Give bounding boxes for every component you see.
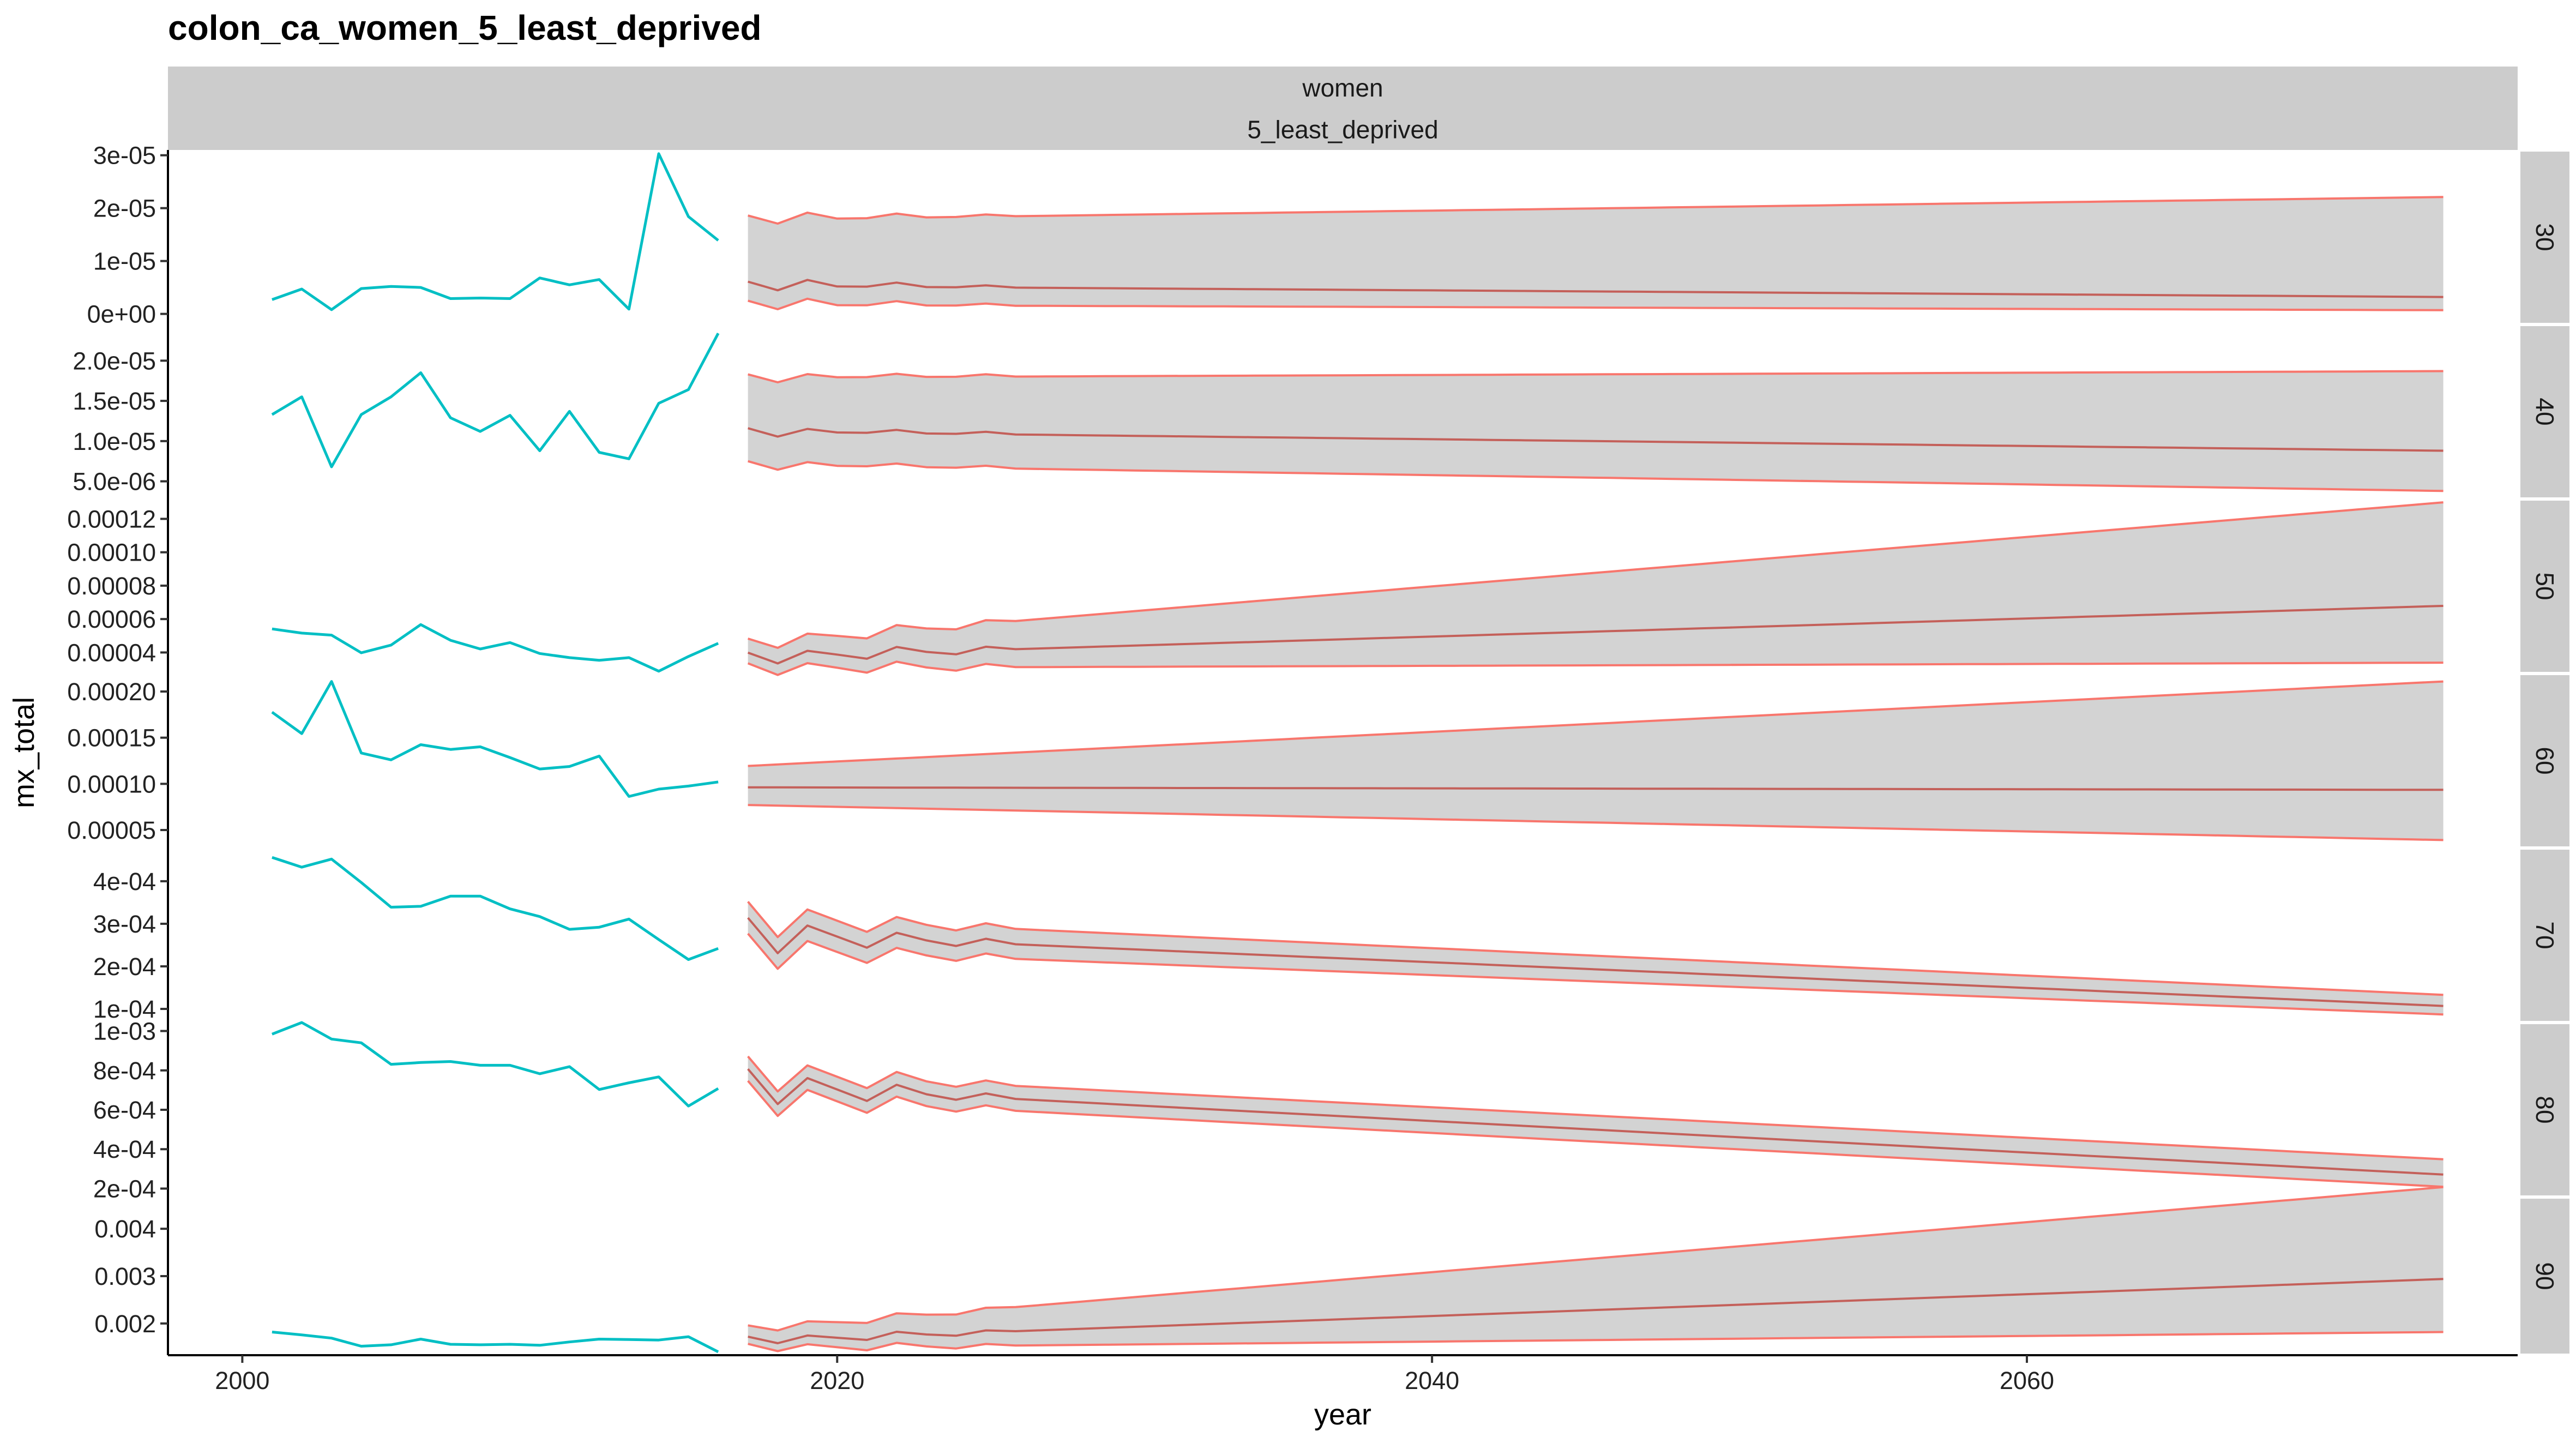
observed-line (272, 152, 719, 311)
forecast-band (748, 502, 2443, 675)
facet-strip-right (2520, 152, 2569, 323)
facet-strip-right (2520, 326, 2569, 497)
facet-strip-label: 60 (2531, 747, 2559, 774)
x-tick-label: 2040 (1405, 1367, 1459, 1394)
forecast-mean-line (747, 605, 2443, 665)
forecast-upper-line (748, 680, 2443, 767)
observed-line (272, 856, 719, 961)
facet-strip-right (2520, 850, 2569, 1021)
facet-strip-top-0 (168, 67, 2518, 109)
forecast-band (748, 901, 2443, 1015)
y-tick-label: 1.0e-05 (73, 428, 156, 455)
y-tick-label: 0.00012 (67, 505, 156, 533)
forecast-upper-line (748, 501, 2443, 649)
facet-strip-label: 50 (2531, 572, 2559, 600)
y-tick-label: 0.00010 (67, 539, 156, 567)
observed-line (272, 1331, 719, 1354)
y-tick-label: 1.5e-05 (73, 387, 156, 415)
facet-strip-top-1 (168, 109, 2518, 150)
forecast-upper-line (747, 901, 2443, 996)
forecast-mean-line (747, 917, 2443, 1007)
observed-line (271, 1021, 719, 1108)
forecast-upper-line (747, 1055, 2443, 1161)
forecast-lower-line (747, 933, 2443, 1016)
facet-strip-label: 30 (2531, 223, 2559, 251)
forecast-mean-line (748, 279, 2443, 298)
y-axis-title: mx_total (8, 697, 40, 808)
observed-line (271, 333, 720, 468)
x-tick-label: 2000 (215, 1367, 269, 1394)
y-tick-label: 0.00006 (67, 605, 156, 633)
y-tick-label: 1e-05 (93, 248, 156, 275)
forecast-mean-line (747, 1068, 2443, 1176)
chart-title: colon_ca_women_5_least_deprived (168, 8, 762, 47)
y-tick-label: 0.004 (94, 1215, 156, 1243)
y-tick-label: 5.0e-06 (73, 468, 156, 496)
y-tick-label: 0.00015 (67, 724, 156, 752)
y-tick-label: 6e-04 (93, 1096, 156, 1124)
forecast-mean-line (748, 1278, 2443, 1344)
forecast-band (748, 371, 2443, 491)
forecast-band (748, 1056, 2443, 1187)
forecast-lower-line (748, 804, 2443, 841)
forecast-lower-line (747, 1080, 2443, 1188)
y-tick-label: 0.00004 (67, 639, 156, 666)
panel-90: 0.002 0.003 0.004 90 (94, 1186, 2569, 1355)
y-tick-label: 2.0e-05 (73, 347, 156, 375)
y-tick-label: 0e+00 (87, 300, 156, 328)
y-tick-label: 1e-04 (93, 995, 156, 1023)
forecast-lower-line (747, 660, 2443, 676)
x-tick-label: 2060 (2000, 1367, 2054, 1394)
y-tick-label: 4e-04 (93, 1135, 156, 1163)
y-tick-label: 2e-04 (93, 1175, 156, 1203)
panel-50: 0.00004 0.00006 0.00008 0.00010 0.00012 50 (67, 499, 2569, 676)
facet-strip-label: 80 (2531, 1096, 2559, 1123)
y-tick-label: 3e-04 (93, 910, 156, 938)
x-tick-label: 2020 (810, 1367, 864, 1394)
forecast-band (748, 1187, 2443, 1351)
facet-strip-label: 90 (2531, 1262, 2559, 1290)
y-tick-label: 2e-04 (93, 953, 156, 981)
facet-strip-label: 70 (2531, 921, 2559, 949)
y-tick-label: 2e-05 (93, 195, 156, 223)
forecast-lower-line (748, 460, 2443, 492)
panel-80: 2e-04 4e-04 6e-04 8e-04 1e-03 80 (93, 1018, 2569, 1203)
panel-70: 1e-04 2e-04 3e-04 4e-04 70 (93, 848, 2569, 1023)
y-tick-label: 1e-03 (93, 1018, 156, 1045)
forecast-lower-line (748, 297, 2443, 311)
facet-strip-label: 40 (2531, 398, 2559, 425)
forecast-upper-line (748, 370, 2443, 383)
forecast-upper-line (748, 1186, 2443, 1332)
panel-30: 0e+00 1e-05 2e-05 3e-05 30 (87, 142, 2569, 328)
y-tick-label: 0.003 (94, 1262, 156, 1290)
facet-strip-label: 5_least_deprived (1247, 116, 1438, 144)
observed-line (272, 623, 719, 673)
forecast-lower-line (748, 1331, 2443, 1352)
panel-60: 0.00005 0.00010 0.00015 0.00020 60 (67, 674, 2569, 848)
panel-40: 5.0e-06 1.0e-05 1.5e-05 2.0e-05 40 (73, 324, 2569, 499)
y-tick-label: 0.00008 (67, 572, 156, 600)
facet-strip-right (2520, 1199, 2569, 1354)
observed-line (271, 680, 719, 798)
facet-strip-label: women (1302, 74, 1383, 102)
forecast-upper-line (748, 196, 2443, 225)
facet-strip-right (2520, 675, 2569, 846)
y-tick-label: 3e-05 (93, 142, 156, 170)
y-tick-label: 0.00005 (67, 816, 156, 844)
facet-strip-right (2520, 1024, 2569, 1195)
y-tick-label: 0.002 (94, 1310, 156, 1338)
forecast-mean-line (748, 786, 2443, 791)
y-tick-label: 8e-04 (93, 1057, 156, 1085)
y-tick-label: 0.00010 (67, 770, 156, 798)
x-axis-title: year (1314, 1398, 1371, 1431)
forecast-band (748, 197, 2443, 310)
forecast-band (748, 681, 2443, 840)
y-tick-label: 0.00020 (67, 678, 156, 706)
forecast-mean-line (748, 427, 2443, 452)
y-tick-label: 4e-04 (93, 868, 156, 895)
facet-strip-right (2520, 501, 2569, 672)
